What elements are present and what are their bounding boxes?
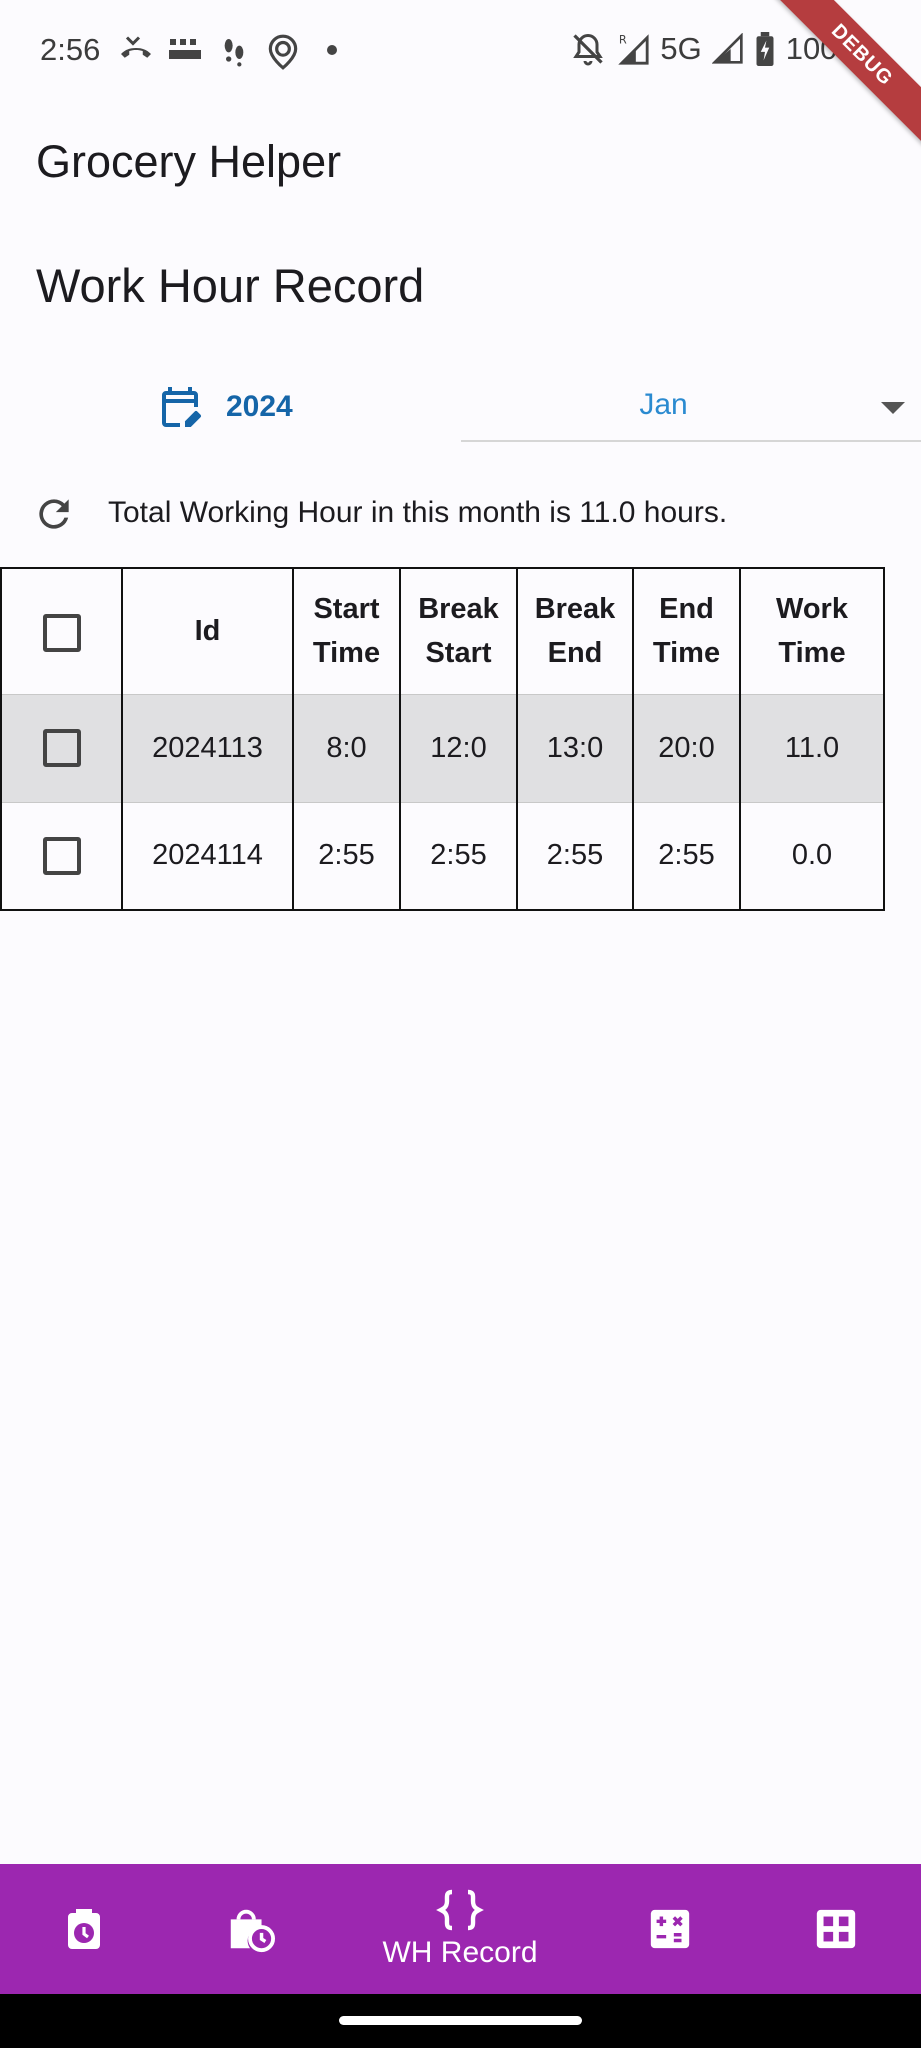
row-checkbox[interactable] bbox=[42, 836, 81, 875]
total-working-hours: Total Working Hour in this month is 11.0… bbox=[108, 496, 728, 529]
cell-work-time: 0.0 bbox=[739, 801, 885, 910]
map-pin-icon bbox=[268, 34, 298, 70]
nav-item-timer[interactable] bbox=[24, 1864, 144, 1994]
calculator-icon bbox=[650, 1909, 690, 1949]
header-label: Start bbox=[425, 637, 492, 670]
cell-id: 2024114 bbox=[121, 801, 294, 910]
cell-break-end: 2:55 bbox=[516, 801, 634, 910]
header-break-start: Break Start bbox=[399, 568, 518, 695]
table-row[interactable]: 2024113 8:0 12:0 13:0 20:0 11.0 bbox=[0, 693, 885, 802]
nav-label-wh-record: WH Record bbox=[382, 1936, 538, 1969]
header-label: Start bbox=[313, 593, 380, 626]
nav-item-wh-record[interactable]: WH Record bbox=[340, 1864, 580, 1994]
row-select-cell bbox=[0, 801, 123, 910]
svg-text:R: R bbox=[619, 32, 627, 46]
braces-icon bbox=[436, 1889, 484, 1931]
timer-icon bbox=[68, 1909, 100, 1949]
nav-item-dashboard[interactable] bbox=[776, 1864, 896, 1994]
header-break-end: Break End bbox=[516, 568, 634, 695]
header-label: Time bbox=[652, 637, 721, 670]
header-label: Break bbox=[418, 593, 499, 626]
temu-icon bbox=[169, 39, 201, 59]
table-header-row: Id Start Time Break Start Break End End … bbox=[0, 568, 885, 695]
month-dropdown[interactable]: Jan bbox=[461, 378, 921, 442]
status-bar: 2:56 bbox=[0, 0, 921, 100]
status-right: R 5G 100% bbox=[570, 31, 865, 67]
header-label: Break bbox=[534, 593, 616, 626]
grid-icon bbox=[816, 1909, 856, 1949]
cell-end-time: 2:55 bbox=[632, 801, 741, 910]
page-title: Work Hour Record bbox=[36, 259, 425, 312]
calendar-edit-icon bbox=[162, 387, 201, 427]
mute-bell-icon bbox=[573, 33, 604, 66]
nav-item-shop-history[interactable] bbox=[190, 1864, 310, 1994]
header-label: End bbox=[547, 637, 603, 670]
battery-charging-icon bbox=[756, 32, 774, 66]
cell-break-start: 12:0 bbox=[399, 693, 518, 802]
header-end-time: End Time bbox=[632, 568, 741, 695]
header-work-time: Work Time bbox=[739, 568, 885, 695]
cell-start-time: 2:55 bbox=[292, 801, 401, 910]
year-label: 2024 bbox=[226, 390, 293, 423]
work-hour-table: Id Start Time Break Start Break End End … bbox=[0, 567, 885, 911]
refresh-icon[interactable] bbox=[32, 492, 76, 536]
status-time: 2:56 bbox=[40, 32, 101, 67]
signal-r-icon: R bbox=[618, 32, 649, 65]
signal-icon bbox=[711, 33, 743, 64]
header-label: Id bbox=[194, 615, 221, 648]
header-label: Time bbox=[778, 637, 846, 670]
cell-break-end: 13:0 bbox=[516, 693, 634, 802]
year-picker-button[interactable]: 2024 bbox=[156, 382, 293, 432]
cell-id: 2024113 bbox=[121, 693, 294, 802]
cell-work-time: 11.0 bbox=[739, 693, 885, 802]
nav-item-calculator[interactable] bbox=[610, 1864, 730, 1994]
header-start-time: Start Time bbox=[292, 568, 401, 695]
month-value: Jan bbox=[639, 388, 688, 421]
cell-end-time: 20:0 bbox=[632, 693, 741, 802]
gesture-bar bbox=[0, 1994, 921, 2048]
bottom-nav: WH Record bbox=[0, 1864, 921, 1994]
missed-call-icon bbox=[121, 36, 151, 58]
home-handle[interactable] bbox=[339, 2016, 582, 2025]
app-title: Grocery Helper bbox=[36, 136, 342, 187]
header-label: End bbox=[659, 593, 714, 626]
header-label: Time bbox=[312, 637, 381, 670]
dropdown-arrow-icon bbox=[881, 402, 905, 414]
select-all-checkbox[interactable] bbox=[42, 613, 81, 652]
network-type: 5G bbox=[660, 31, 702, 66]
header-id: Id bbox=[121, 568, 294, 695]
cell-break-start: 2:55 bbox=[399, 801, 518, 910]
bag-clock-icon bbox=[230, 1909, 275, 1953]
dot-icon bbox=[327, 45, 337, 55]
header-label: Work bbox=[776, 593, 848, 626]
cell-start-time: 8:0 bbox=[292, 693, 401, 802]
footsteps-icon bbox=[224, 39, 244, 67]
row-checkbox[interactable] bbox=[42, 729, 81, 767]
row-select-cell bbox=[0, 693, 123, 802]
header-select-all bbox=[0, 568, 123, 695]
table-row[interactable]: 2024114 2:55 2:55 2:55 2:55 0.0 bbox=[0, 801, 885, 910]
